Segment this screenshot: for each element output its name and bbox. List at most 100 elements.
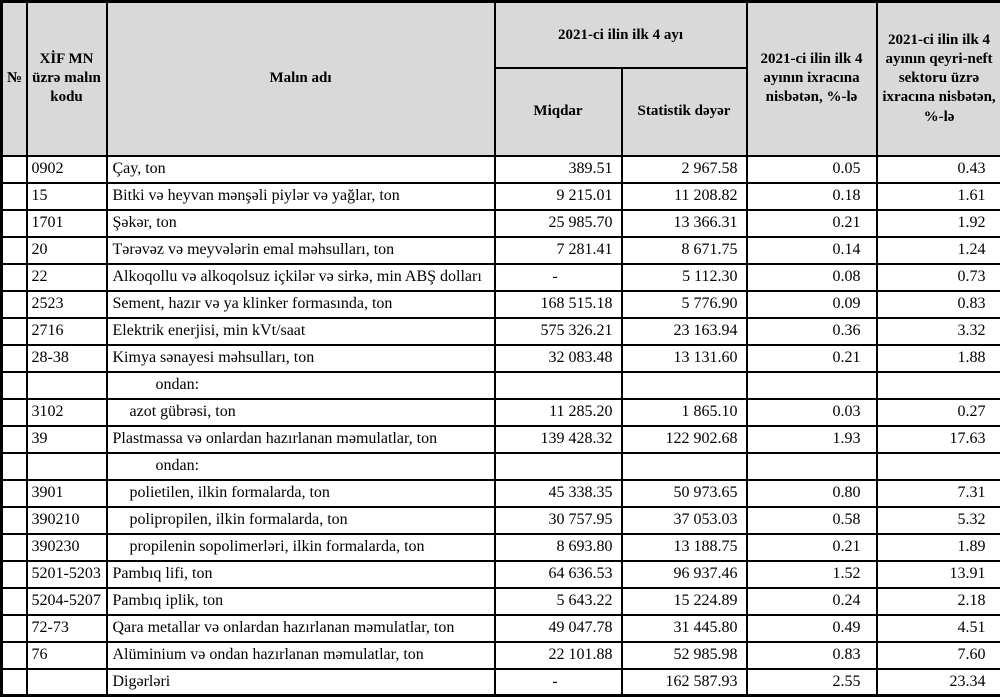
row-no-cell [0, 559, 28, 589]
row-no-cell [0, 640, 28, 670]
row-pct-nonoil-cell: 1.24 [875, 235, 1000, 265]
row-stat-value-cell [620, 451, 748, 481]
row-pct-total-cell: 0.58 [745, 505, 878, 535]
row-stat-value-cell: 2 967.58 [620, 154, 748, 184]
column-header-pct-total: 2021-ci ilin ilk 4 ayının ixracına nisbə… [745, 0, 878, 157]
table-row: 28-38 Kimya sənayesi məhsulları, ton 32 … [0, 343, 1000, 373]
row-code-cell: 2523 [25, 289, 108, 319]
row-pct-nonoil-cell: 13.91 [875, 559, 1000, 589]
row-stat-value-cell: 13 188.75 [620, 532, 748, 562]
column-header-no: № [0, 0, 28, 157]
table-row: 72-73 Qara metallar və onlardan hazırlan… [0, 613, 1000, 643]
row-pct-nonoil-cell: 5.32 [875, 505, 1000, 535]
row-quantity-cell: 64 636.53 [493, 559, 623, 589]
row-pct-total-cell: 0.24 [745, 586, 878, 616]
row-name-cell: Alkoqollu və alkoqolsuz içkilər və sirkə… [105, 262, 496, 292]
table-row: 5204-5207 Pambıq iplik, ton 5 643.22 15 … [0, 586, 1000, 616]
row-pct-total-cell: 0.14 [745, 235, 878, 265]
row-stat-value-cell: 5 112.30 [620, 262, 748, 292]
row-pct-nonoil-cell: 3.32 [875, 316, 1000, 346]
row-name-cell: Şəkər, ton [105, 208, 496, 238]
row-code-cell: 15 [25, 181, 108, 211]
row-pct-nonoil-cell: 2.18 [875, 586, 1000, 616]
row-code-cell: 20 [25, 235, 108, 265]
row-quantity-cell: 7 281.41 [493, 235, 623, 265]
row-pct-total-cell [745, 451, 878, 481]
row-stat-value-cell: 96 937.46 [620, 559, 748, 589]
row-quantity-cell: 139 428.32 [493, 424, 623, 454]
row-pct-total-cell: 2.55 [745, 667, 878, 697]
row-name-cell: Bitki və heyvan mənşəli piylər və yağlar… [105, 181, 496, 211]
row-pct-total-cell: 1.52 [745, 559, 878, 589]
row-stat-value-cell: 52 985.98 [620, 640, 748, 670]
row-quantity-cell: 8 693.80 [493, 532, 623, 562]
row-stat-value-cell: 31 445.80 [620, 613, 748, 643]
column-header-name: Malın adı [105, 0, 496, 157]
row-no-cell [0, 532, 28, 562]
row-pct-total-cell: 0.08 [745, 262, 878, 292]
row-quantity-cell: 389.51 [493, 154, 623, 184]
row-name-cell: polipropilen, ilkin formalarda, ton [105, 505, 496, 535]
row-name-cell: Alüminium və ondan hazırlanan məmulatlar… [105, 640, 496, 670]
row-no-cell [0, 397, 28, 427]
row-pct-nonoil-cell [875, 370, 1000, 400]
row-quantity-cell: 9 215.01 [493, 181, 623, 211]
row-stat-value-cell: 1 865.10 [620, 397, 748, 427]
column-header-stat-value: Statistik dəyər [620, 67, 748, 157]
row-code-cell: 5204-5207 [25, 586, 108, 616]
row-name-cell: polietilen, ilkin formalarda, ton [105, 478, 496, 508]
column-header-quantity: Miqdar [493, 67, 623, 157]
column-header-pct-nonoil: 2021-ci ilin ilk 4 ayının qeyri-neft sek… [875, 0, 1000, 157]
row-quantity-cell: 30 757.95 [493, 505, 623, 535]
row-name-cell: Elektrik enerjisi, min kVt/saat [105, 316, 496, 346]
row-stat-value-cell [620, 370, 748, 400]
header-row-sub: Miqdar Statistik dəyər [2, 67, 1000, 157]
row-no-cell [0, 235, 28, 265]
table-row: 20 Tərəvəz və meyvələrin emal məhsulları… [0, 235, 1000, 265]
row-quantity-cell: - [493, 262, 623, 292]
row-quantity-cell [493, 451, 623, 481]
table-row: 3901 polietilen, ilkin formalarda, ton 4… [0, 478, 1000, 508]
row-code-cell: 2716 [25, 316, 108, 346]
table-row: Digərləri - 162 587.93 2.55 23.34 [0, 667, 1000, 697]
table-row: 39 Plastmassa və onlardan hazırlanan məm… [0, 424, 1000, 454]
table-row: 76 Alüminium və ondan hazırlanan məmulat… [0, 640, 1000, 670]
row-stat-value-cell: 8 671.75 [620, 235, 748, 265]
row-stat-value-cell: 122 902.68 [620, 424, 748, 454]
table-row: 0902 Çay, ton 389.51 2 967.58 0.05 0.43 [0, 154, 1000, 184]
row-code-cell [25, 667, 108, 697]
row-name-cell: Digərləri [105, 667, 496, 697]
table-row: 2523 Sement, hazır və ya klinker forması… [0, 289, 1000, 319]
row-code-cell: 39 [25, 424, 108, 454]
row-stat-value-cell: 50 973.65 [620, 478, 748, 508]
row-pct-nonoil-cell: 4.51 [875, 613, 1000, 643]
row-stat-value-cell: 37 053.03 [620, 505, 748, 535]
row-name-cell: ondan: [105, 370, 496, 400]
row-code-cell: 76 [25, 640, 108, 670]
row-name-cell: Kimya sənayesi məhsulları, ton [105, 343, 496, 373]
row-no-cell [0, 208, 28, 238]
row-name-cell: Pambıq lifi, ton [105, 559, 496, 589]
row-pct-nonoil-cell: 0.83 [875, 289, 1000, 319]
table-row: ondan: [0, 451, 1000, 481]
row-code-cell: 1701 [25, 208, 108, 238]
table-row: 5201-5203 Pambıq lifi, ton 64 636.53 96 … [0, 559, 1000, 589]
row-pct-nonoil-cell: 1.61 [875, 181, 1000, 211]
row-no-cell [0, 667, 28, 697]
row-quantity-cell: 32 083.48 [493, 343, 623, 373]
row-quantity-cell: 49 047.78 [493, 613, 623, 643]
row-stat-value-cell: 13 366.31 [620, 208, 748, 238]
row-pct-nonoil-cell: 1.89 [875, 532, 1000, 562]
row-quantity-cell: 5 643.22 [493, 586, 623, 616]
row-pct-total-cell: 0.05 [745, 154, 878, 184]
row-stat-value-cell: 11 208.82 [620, 181, 748, 211]
row-name-cell: ondan: [105, 451, 496, 481]
table-row: ondan: [0, 370, 1000, 400]
row-pct-nonoil-cell: 0.73 [875, 262, 1000, 292]
row-pct-total-cell [745, 370, 878, 400]
row-pct-total-cell: 0.80 [745, 478, 878, 508]
row-code-cell: 5201-5203 [25, 559, 108, 589]
row-code-cell: 72-73 [25, 613, 108, 643]
